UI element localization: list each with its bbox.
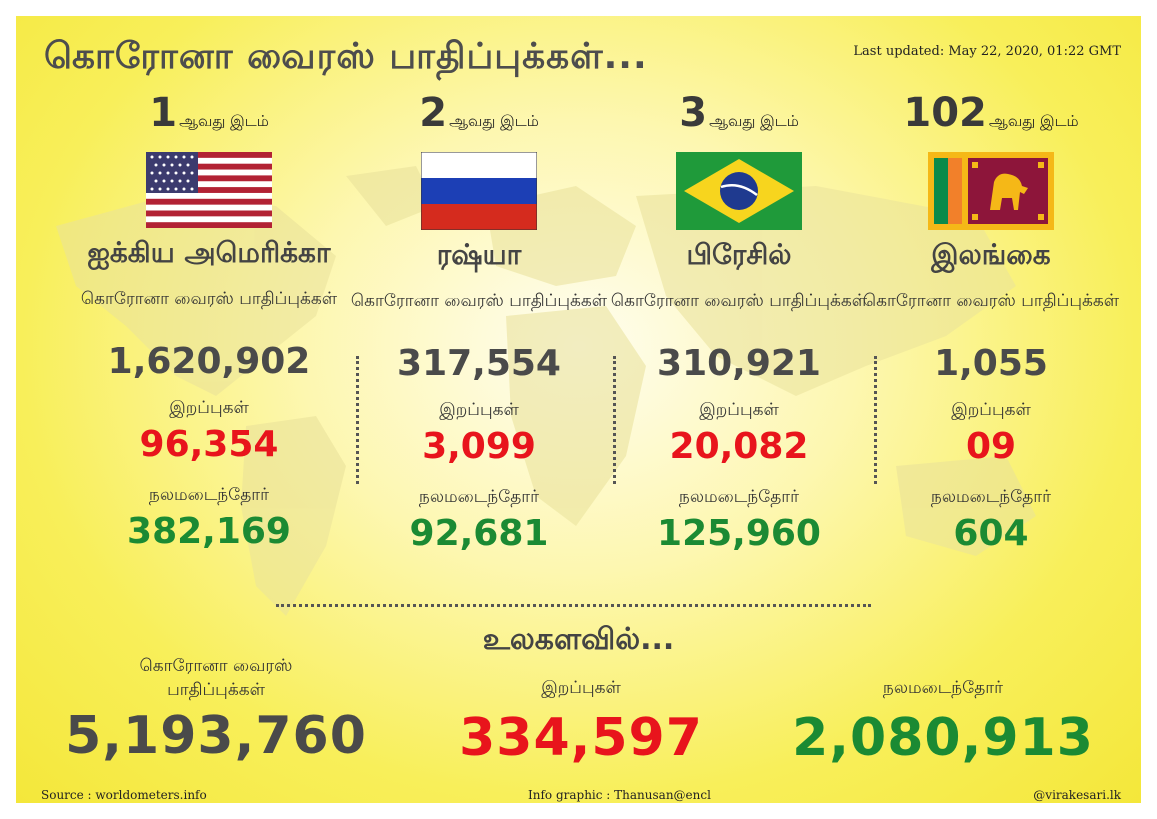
rank-number: 102 (903, 90, 987, 136)
deaths-label: இறப்புகள் (169, 398, 249, 418)
column-divider (613, 356, 616, 484)
rank-label: 102 ஆவது இடம் (856, 90, 1126, 138)
world-recovered-label: நலமடைந்தோர் (882, 678, 1004, 698)
deaths-value: 09 (965, 426, 1017, 467)
worldwide-heading: உலகளவில்... (482, 622, 675, 657)
sri-lanka-flag-icon (928, 152, 1054, 230)
cases-label: கொரோனா வைரஸ் பாதிப்புக்கள் (350, 291, 608, 311)
rank-suffix: ஆவது இடம் (179, 112, 269, 130)
deaths-value: 96,354 (139, 424, 279, 465)
rank-label: 2 ஆவது இடம் (344, 90, 614, 138)
cases-value: 317,554 (397, 343, 561, 384)
world-deaths-value: 334,597 (459, 708, 703, 768)
cases-value: 310,921 (657, 343, 821, 384)
country-column-sri-lanka: 102 ஆவது இடம் இலங்கை கொரோனா வைரஸ் பாதிப்ப… (856, 90, 1126, 554)
rank-label: 3 ஆவது இடம் (604, 90, 874, 138)
recovered-label: நலமடைந்தோர் (148, 485, 270, 505)
cases-label: கொரோனா வைரஸ் பாதிப்புக்கள் (80, 289, 338, 309)
cases-label: கொரோனா வைரஸ் பாதிப்புக்கள் (862, 291, 1120, 311)
deaths-label: இறப்புகள் (699, 400, 779, 420)
recovered-label: நலமடைந்தோர் (678, 487, 800, 507)
infographic-card: கொரோனா வைரஸ் பாதிப்புக்கள்... Last updat… (16, 16, 1141, 803)
country-name: ஐக்கிய அமெரிக்கா (87, 236, 331, 269)
source-credit: Source : worldometers.info (41, 788, 207, 802)
deaths-label: இறப்புகள் (439, 400, 519, 420)
world-cases-label: கொரோனா வைரஸ் பாதிப்புக்கள் (139, 656, 293, 700)
cases-label: கொரோனா வைரஸ் பாதிப்புக்கள் (610, 291, 868, 311)
social-handle: @virakesari.lk (1033, 788, 1121, 802)
usa-flag-icon (146, 152, 272, 228)
column-divider (874, 356, 877, 484)
country-name: ரஷ்யா (436, 238, 522, 271)
rank-suffix: ஆவது இடம் (988, 112, 1079, 130)
world-cases-block: கொரோனா வைரஸ் பாதிப்புக்கள் 5,193,760 (36, 654, 396, 766)
country-column-russia: 2 ஆவது இடம் ரஷ்யா கொரோனா வைரஸ் பாதிப்புக்… (344, 90, 614, 554)
world-recovered-block: நலமடைந்தோர் 2,080,913 (758, 676, 1128, 768)
recovered-value: 125,960 (657, 513, 821, 554)
russia-flag-icon (421, 152, 537, 230)
cases-value: 1,620,902 (107, 341, 311, 382)
recovered-label: நலமடைந்தோர் (930, 487, 1052, 507)
country-name: பிரேசில் (686, 238, 792, 271)
recovered-value: 382,169 (127, 511, 291, 552)
infographic-credit: Info graphic : Thanusan@encl (528, 788, 711, 802)
rank-label: 1 ஆவது இடம் (74, 90, 344, 138)
country-name: இலங்கை (931, 238, 1051, 271)
deaths-value: 20,082 (669, 426, 809, 467)
rank-number: 2 (419, 90, 448, 136)
last-updated-text: Last updated: May 22, 2020, 01:22 GMT (853, 44, 1121, 59)
country-column-usa: 1 ஆவது இடம் ஐக்கிய அமெரிக்கா கொரோனா வைரஸ்… (74, 90, 344, 552)
rank-number: 3 (679, 90, 708, 136)
world-map-background (56, 166, 1036, 616)
country-column-brazil: 3 ஆவது இடம் பிரேசில் கொரோனா வைரஸ் பாதிப்ப… (604, 90, 874, 554)
recovered-label: நலமடைந்தோர் (418, 487, 540, 507)
rank-suffix: ஆவது இடம் (449, 112, 539, 130)
brazil-flag-icon (676, 152, 802, 230)
section-divider (276, 604, 871, 607)
world-recovered-value: 2,080,913 (792, 708, 1094, 768)
world-deaths-label: இறப்புகள் (541, 678, 621, 698)
rank-suffix: ஆவது இடம் (709, 112, 799, 130)
world-cases-value: 5,193,760 (65, 706, 367, 766)
deaths-label: இறப்புகள் (951, 400, 1031, 420)
deaths-value: 3,099 (422, 426, 536, 467)
column-divider (356, 356, 359, 484)
world-deaths-block: இறப்புகள் 334,597 (416, 676, 746, 768)
page-title: கொரோனா வைரஸ் பாதிப்புக்கள்... (44, 36, 648, 77)
cases-value: 1,055 (934, 343, 1048, 384)
recovered-value: 604 (953, 513, 1029, 554)
rank-number: 1 (149, 90, 178, 136)
recovered-value: 92,681 (409, 513, 549, 554)
